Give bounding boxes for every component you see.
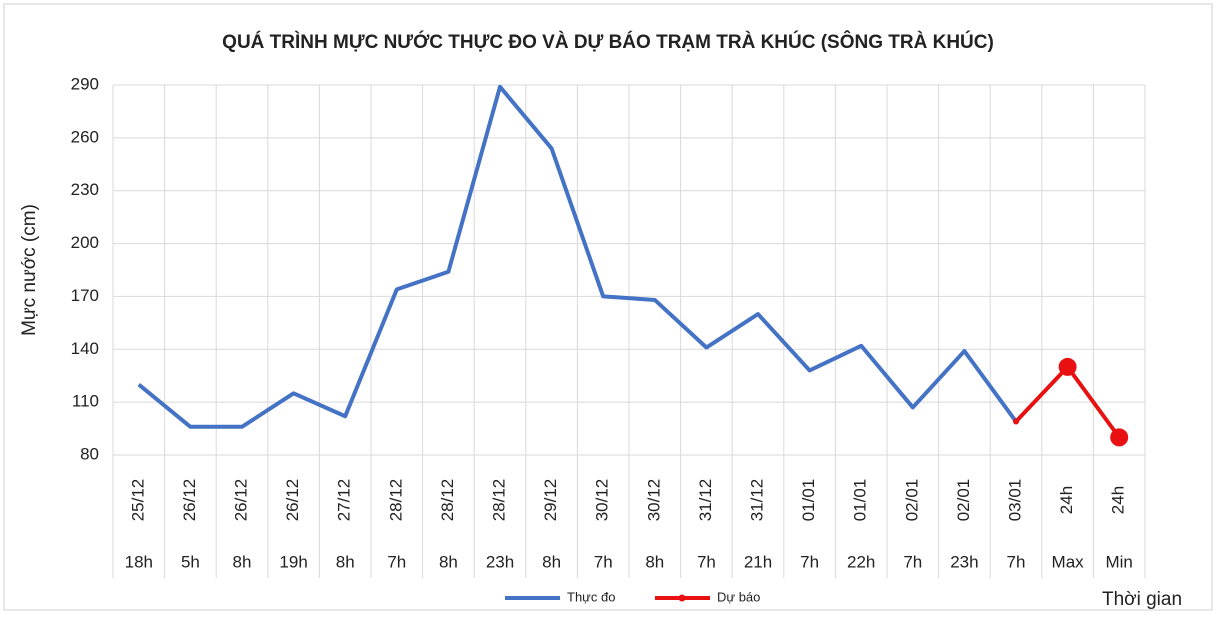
y-tick-label: 260 (71, 127, 99, 146)
x-tick-label: 01/01 (851, 479, 870, 522)
x-sub-label: 19h (279, 552, 307, 571)
series-marker (1058, 357, 1077, 376)
x-tick-label: 31/12 (747, 479, 766, 522)
x-tick-label: 03/01 (1005, 479, 1024, 522)
y-tick-label: 170 (71, 286, 99, 305)
x-tick-label: 28/12 (438, 479, 457, 522)
x-sub-label: 23h (486, 552, 514, 571)
x-tick-label: 30/12 (644, 479, 663, 522)
x-tick-label: 02/01 (954, 479, 973, 522)
chart-border (3, 3, 1213, 611)
x-sub-label: 7h (1007, 552, 1026, 571)
x-sub-label: 23h (950, 552, 978, 571)
y-tick-label: 80 (80, 444, 99, 463)
x-sub-label: 7h (594, 552, 613, 571)
x-sub-label: 8h (336, 552, 355, 571)
x-tick-label: 28/12 (489, 479, 508, 522)
x-sub-label: 8h (542, 552, 561, 571)
x-sub-label: 7h (903, 552, 922, 571)
x-sub-label: 8h (233, 552, 252, 571)
series-marker (1110, 428, 1129, 447)
x-sub-label: 7h (387, 552, 406, 571)
x-sub-label: Max (1052, 552, 1085, 571)
x-tick-label: 30/12 (593, 479, 612, 522)
x-tick-label: 31/12 (696, 479, 715, 522)
x-tick-label: 28/12 (386, 479, 405, 522)
y-tick-label: 290 (71, 74, 99, 93)
y-axis-label: Mực nước (cm) (19, 204, 40, 336)
y-tick-label: 200 (71, 233, 99, 252)
x-tick-label: 26/12 (283, 479, 302, 522)
x-tick-label: 24h (1057, 486, 1076, 514)
x-axis-label: Thời gian (1102, 589, 1182, 610)
y-tick-label: 140 (71, 339, 99, 358)
legend-marker (678, 594, 686, 602)
x-sub-label: 22h (847, 552, 875, 571)
legend-label: Dự báo (717, 589, 760, 604)
x-tick-label: 27/12 (335, 479, 354, 522)
series-line (137, 84, 1018, 429)
x-tick-label: 02/01 (902, 479, 921, 522)
x-sub-label: 8h (645, 552, 664, 571)
y-tick-label: 110 (72, 392, 99, 411)
legend-label: Thực đo (567, 589, 615, 604)
series-marker (1013, 418, 1019, 425)
x-sub-label: Min (1105, 552, 1132, 571)
y-tick-label: 230 (71, 180, 99, 199)
x-tick-label: 25/12 (128, 479, 147, 522)
x-sub-label: 7h (697, 552, 716, 571)
x-tick-label: 24h (1109, 486, 1128, 514)
x-tick-label: 26/12 (231, 479, 250, 522)
x-tick-label: 26/12 (180, 479, 199, 522)
x-sub-label: 21h (744, 552, 772, 571)
x-sub-label: 18h (125, 552, 153, 571)
x-sub-label: 7h (800, 552, 819, 571)
chart-title: QUÁ TRÌNH MỰC NƯỚC THỰC ĐO VÀ DỰ BÁO TRẠ… (222, 31, 994, 53)
x-tick-label: 29/12 (541, 479, 560, 522)
x-sub-label: 5h (181, 552, 200, 571)
x-sub-label: 8h (439, 552, 458, 571)
x-tick-label: 01/01 (799, 479, 818, 522)
